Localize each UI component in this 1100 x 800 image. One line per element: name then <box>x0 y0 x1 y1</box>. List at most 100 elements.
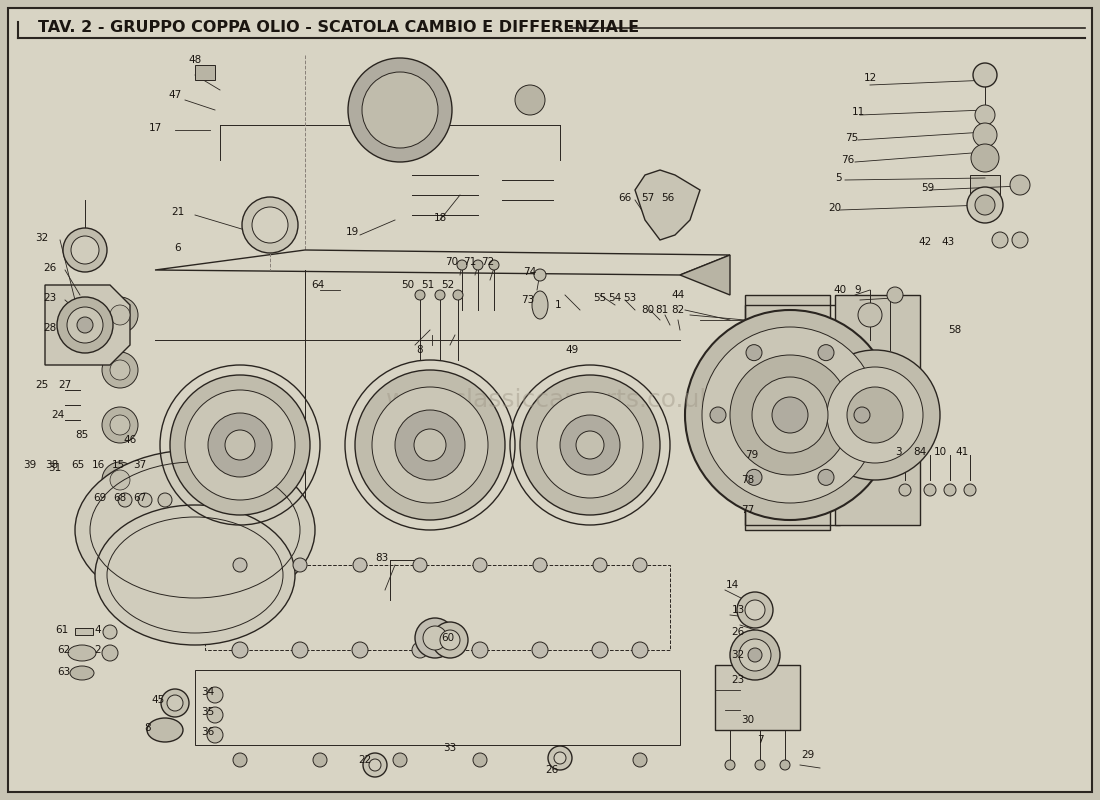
Circle shape <box>745 600 764 620</box>
Circle shape <box>415 290 425 300</box>
Circle shape <box>67 307 103 343</box>
Circle shape <box>77 317 94 333</box>
Text: 11: 11 <box>851 107 865 117</box>
Circle shape <box>292 642 308 658</box>
Circle shape <box>207 687 223 703</box>
Circle shape <box>110 305 130 325</box>
Text: 26: 26 <box>43 263 56 273</box>
Circle shape <box>1012 232 1028 248</box>
Text: 83: 83 <box>375 553 388 563</box>
Text: 46: 46 <box>123 435 136 445</box>
Polygon shape <box>835 295 920 525</box>
Circle shape <box>118 493 132 507</box>
Circle shape <box>456 260 468 270</box>
Text: 78: 78 <box>741 475 755 485</box>
Text: 23: 23 <box>732 675 745 685</box>
Polygon shape <box>680 255 730 295</box>
Text: 31: 31 <box>48 463 62 473</box>
Circle shape <box>560 415 620 475</box>
Circle shape <box>207 707 223 723</box>
Polygon shape <box>155 250 730 275</box>
Text: 53: 53 <box>624 293 637 303</box>
Text: 52: 52 <box>441 280 454 290</box>
Circle shape <box>858 303 882 327</box>
Ellipse shape <box>70 666 94 680</box>
Text: 15: 15 <box>111 460 124 470</box>
Text: 33: 33 <box>443 743 456 753</box>
Circle shape <box>739 639 771 671</box>
Text: 43: 43 <box>942 237 955 247</box>
Text: 85: 85 <box>76 430 89 440</box>
Circle shape <box>548 746 572 770</box>
Circle shape <box>252 207 288 243</box>
Circle shape <box>414 429 446 461</box>
Circle shape <box>974 63 997 87</box>
Text: 77: 77 <box>741 505 755 515</box>
Circle shape <box>57 297 113 353</box>
Circle shape <box>537 392 643 498</box>
Circle shape <box>534 269 546 281</box>
Text: 13: 13 <box>732 605 745 615</box>
Circle shape <box>393 753 407 767</box>
Polygon shape <box>410 160 480 230</box>
Circle shape <box>975 105 996 125</box>
Text: 48: 48 <box>188 55 201 65</box>
Text: 63: 63 <box>57 667 70 677</box>
Circle shape <box>453 290 463 300</box>
Text: 14: 14 <box>725 580 738 590</box>
Circle shape <box>725 760 735 770</box>
Circle shape <box>293 558 307 572</box>
Ellipse shape <box>68 645 96 661</box>
Circle shape <box>110 470 130 490</box>
Circle shape <box>170 375 310 515</box>
Circle shape <box>490 260 499 270</box>
Circle shape <box>207 727 223 743</box>
Text: 6: 6 <box>175 243 182 253</box>
Text: 57: 57 <box>641 193 654 203</box>
Text: 58: 58 <box>948 325 961 335</box>
Circle shape <box>352 642 368 658</box>
Polygon shape <box>635 170 700 240</box>
Circle shape <box>395 410 465 480</box>
Text: 40: 40 <box>834 285 847 295</box>
Text: 41: 41 <box>956 447 969 457</box>
Text: 35: 35 <box>201 707 214 717</box>
Circle shape <box>102 462 138 498</box>
Circle shape <box>632 753 647 767</box>
Text: 10: 10 <box>934 447 947 457</box>
Circle shape <box>226 430 255 460</box>
Text: 4: 4 <box>95 625 101 635</box>
Text: 61: 61 <box>55 625 68 635</box>
Ellipse shape <box>147 718 183 742</box>
Circle shape <box>372 387 488 503</box>
Text: 39: 39 <box>23 460 36 470</box>
Circle shape <box>685 310 895 520</box>
Circle shape <box>992 232 1008 248</box>
Text: 60: 60 <box>441 633 454 643</box>
Circle shape <box>158 493 172 507</box>
Circle shape <box>810 350 940 480</box>
Circle shape <box>924 484 936 496</box>
Text: 8: 8 <box>417 345 424 355</box>
Circle shape <box>440 630 460 650</box>
Circle shape <box>887 287 903 303</box>
Text: 54: 54 <box>608 293 622 303</box>
Polygon shape <box>745 295 830 530</box>
Text: 75: 75 <box>846 133 859 143</box>
Circle shape <box>161 689 189 717</box>
Circle shape <box>780 760 790 770</box>
Circle shape <box>520 375 660 515</box>
Text: 66: 66 <box>618 193 631 203</box>
Text: 22: 22 <box>359 755 372 765</box>
Text: 84: 84 <box>913 447 926 457</box>
Circle shape <box>772 397 808 433</box>
Circle shape <box>138 493 152 507</box>
Circle shape <box>730 355 850 475</box>
Polygon shape <box>185 660 695 780</box>
Text: 30: 30 <box>741 715 755 725</box>
Text: 26: 26 <box>546 765 559 775</box>
Text: 68: 68 <box>113 493 127 503</box>
Polygon shape <box>500 160 556 240</box>
Text: 9: 9 <box>855 285 861 295</box>
Text: 79: 79 <box>746 450 759 460</box>
